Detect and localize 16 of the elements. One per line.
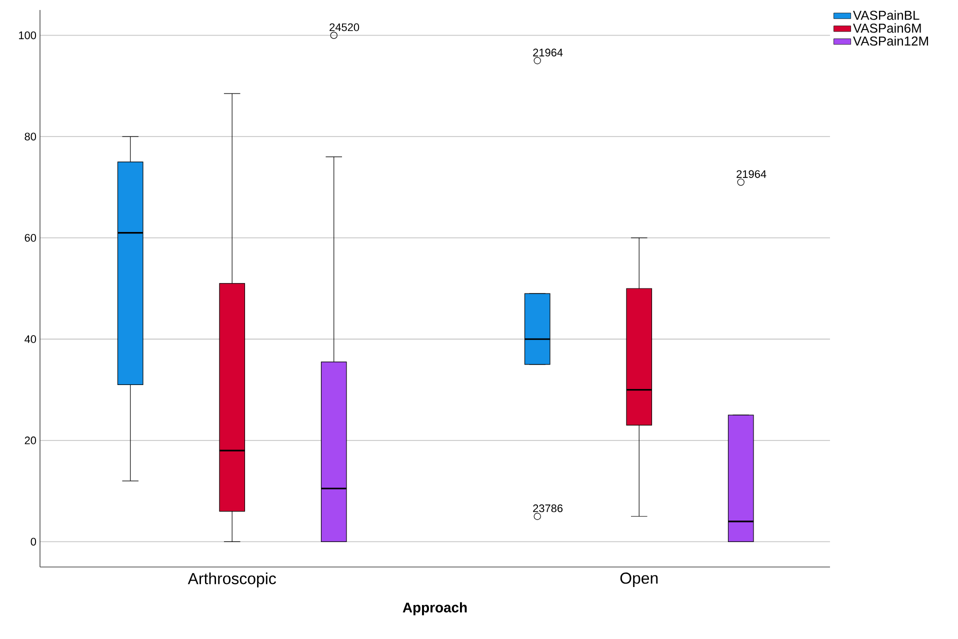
x-tick-label: Open <box>620 572 658 587</box>
annotation: 23786 <box>533 504 563 512</box>
x-tick-label: Arthroscopic <box>188 572 276 588</box>
annotation: 21964 <box>533 48 563 56</box>
legend-label: VASPain6M <box>853 23 921 33</box>
y-tick-label: 60 <box>24 234 36 242</box>
y-tick-label: 100 <box>19 31 36 40</box>
y-tick-label: 80 <box>24 132 36 140</box>
y-tick-label: 20 <box>24 436 36 444</box>
legend-label: VASPain12M <box>853 36 928 46</box>
x-axis-title: Approach <box>402 602 467 616</box>
annotation: 21964 <box>736 170 766 178</box>
y-tick-label: 0 <box>30 538 36 546</box>
y-tick-label: 40 <box>24 335 36 344</box>
annotation: 24520 <box>330 23 360 32</box>
legend-label: VASPainBL <box>853 10 920 20</box>
